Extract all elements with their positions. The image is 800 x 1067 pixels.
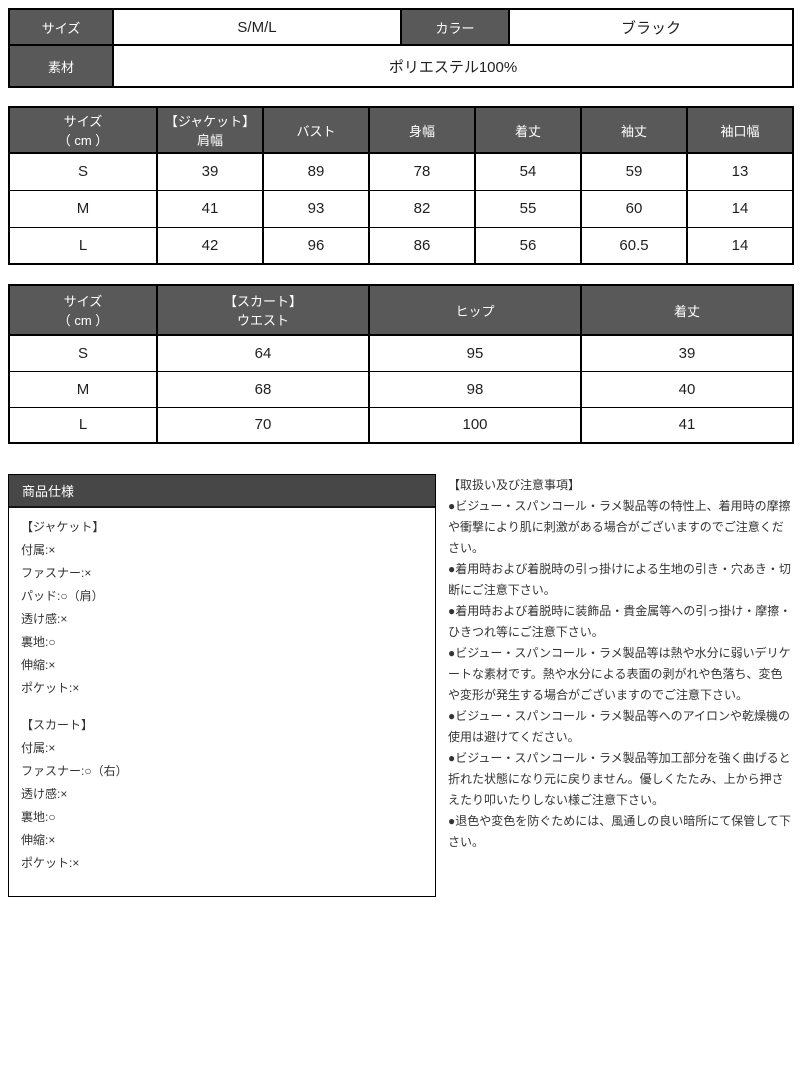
skirt-size-table: サイズ （ cm ） 【スカート】 ウエスト ヒップ 着丈 S 64 95 39… xyxy=(8,284,794,444)
value-cell: 60 xyxy=(580,189,688,228)
jacket-col-header-cuff: 袖口幅 xyxy=(686,106,794,154)
jacket-table-header-row: サイズ （ cm ） 【ジャケット】 肩幅 バスト 身幅 着丈 袖丈 袖口幅 xyxy=(8,106,794,154)
skirt-spec-item: 伸縮:× xyxy=(21,833,56,847)
value-cell: 54 xyxy=(474,152,582,191)
size-label-cell: サイズ xyxy=(8,8,114,46)
value-cell: 60.5 xyxy=(580,226,688,265)
value-cell: 39 xyxy=(580,334,794,372)
skirt-col-header-hip: ヒップ xyxy=(368,284,582,336)
jacket-row-l: L 42 96 86 56 60.5 14 xyxy=(8,226,794,265)
skirt-col-header-size: サイズ （ cm ） xyxy=(8,284,158,336)
product-spec-panel: 商品仕様 【ジャケット】 付属:× ファスナー:× パッド:○（肩） 透け感:×… xyxy=(8,474,436,897)
value-cell: 39 xyxy=(156,152,264,191)
handling-note-item: ●ビジュー・スパンコール・ラメ製品等加工部分を強く曲げると折れた状態になり元に戻… xyxy=(448,751,791,807)
handling-note-item: ●ビジュー・スパンコール・ラメ製品等は熱や水分に弱いデリケートな素材です。熱や水… xyxy=(448,646,791,702)
value-cell: 13 xyxy=(686,152,794,191)
product-spec-body: 【ジャケット】 付属:× ファスナー:× パッド:○（肩） 透け感:× 裏地:○… xyxy=(9,508,435,883)
jacket-row-s: S 39 89 78 54 59 13 xyxy=(8,152,794,191)
skirt-col-header-length: 着丈 xyxy=(580,284,794,336)
skirt-spec-item: 透け感:× xyxy=(21,787,68,801)
skirt-row-s: S 64 95 39 xyxy=(8,334,794,372)
skirt-spec-heading: 【スカート】 xyxy=(21,718,94,732)
skirt-spec-item: ポケット:× xyxy=(21,856,80,870)
value-cell: 41 xyxy=(580,406,794,444)
size-cell: S xyxy=(8,334,158,372)
value-cell: 14 xyxy=(686,226,794,265)
jacket-size-table: サイズ （ cm ） 【ジャケット】 肩幅 バスト 身幅 着丈 袖丈 袖口幅 S… xyxy=(8,106,794,265)
material-row: 素材 ポリエステル100% xyxy=(8,44,794,88)
value-cell: 59 xyxy=(580,152,688,191)
product-spec-title-bar: 商品仕様 xyxy=(9,475,435,508)
value-cell: 95 xyxy=(368,334,582,372)
skirt-table-header-row: サイズ （ cm ） 【スカート】 ウエスト ヒップ 着丈 xyxy=(8,284,794,336)
jacket-col-header-bust: バスト xyxy=(262,106,370,154)
value-cell: 96 xyxy=(262,226,370,265)
value-cell: 40 xyxy=(580,370,794,408)
jacket-col-header-size: サイズ （ cm ） xyxy=(8,106,158,154)
size-cell: M xyxy=(8,189,158,228)
handling-note-item: ●着用時および着脱時に装飾品・貴金属等への引っ掛け・摩擦・ひきつれ等にご注意下さ… xyxy=(448,604,792,639)
jacket-spec-item: 透け感:× xyxy=(21,612,68,626)
jacket-spec-item: パッド:○（肩） xyxy=(21,589,104,603)
value-cell: 86 xyxy=(368,226,476,265)
jacket-spec-item: 伸縮:× xyxy=(21,658,56,672)
value-cell: 55 xyxy=(474,189,582,228)
value-cell: 89 xyxy=(262,152,370,191)
color-value-cell: ブラック xyxy=(508,8,794,46)
jacket-col-header-sleeve: 袖丈 xyxy=(580,106,688,154)
value-cell: 70 xyxy=(156,406,370,444)
size-value-cell: S/M/L xyxy=(112,8,402,46)
skirt-spec-item: 裏地:○ xyxy=(21,810,56,824)
value-cell: 41 xyxy=(156,189,264,228)
size-cell: L xyxy=(8,226,158,265)
skirt-row-m: M 68 98 40 xyxy=(8,370,794,408)
handling-note-item: ●退色や変色を防ぐためには、風通しの良い暗所にて保管して下さい。 xyxy=(448,814,791,849)
value-cell: 64 xyxy=(156,334,370,372)
value-cell: 78 xyxy=(368,152,476,191)
value-cell: 98 xyxy=(368,370,582,408)
size-color-row: サイズ S/M/L カラー ブラック xyxy=(8,8,794,46)
handling-notes-column: 【取扱い及び注意事項】 ●ビジュー・スパンコール・ラメ製品等の特性上、着用時の摩… xyxy=(448,474,792,853)
jacket-row-m: M 41 93 82 55 60 14 xyxy=(8,189,794,228)
skirt-spec-item: ファスナー:○（右） xyxy=(21,764,128,778)
jacket-spec-item: ファスナー:× xyxy=(21,566,92,580)
jacket-spec-item: ポケット:× xyxy=(21,681,80,695)
handling-note-item: ●着用時および着脱時の引っ掛けによる生地の引き・穴あき・切断にご注意下さい。 xyxy=(448,562,791,597)
skirt-row-l: L 70 100 41 xyxy=(8,406,794,444)
size-cell: S xyxy=(8,152,158,191)
material-value-cell: ポリエステル100% xyxy=(112,44,794,88)
value-cell: 42 xyxy=(156,226,264,265)
color-label-cell: カラー xyxy=(400,8,510,46)
jacket-col-header-shoulder: 【ジャケット】 肩幅 xyxy=(156,106,264,154)
jacket-spec-heading: 【ジャケット】 xyxy=(21,520,105,534)
value-cell: 82 xyxy=(368,189,476,228)
size-cell: L xyxy=(8,406,158,444)
value-cell: 68 xyxy=(156,370,370,408)
handling-notes-title: 【取扱い及び注意事項】 xyxy=(448,478,581,492)
jacket-col-header-bodywidth: 身幅 xyxy=(368,106,476,154)
value-cell: 14 xyxy=(686,189,794,228)
handling-note-item: ●ビジュー・スパンコール・ラメ製品等へのアイロンや乾燥機の使用は避けてください。 xyxy=(448,709,791,744)
skirt-spec-item: 付属:× xyxy=(21,741,56,755)
jacket-col-header-length: 着丈 xyxy=(474,106,582,154)
jacket-spec-item: 付属:× xyxy=(21,543,56,557)
handling-note-item: ●ビジュー・スパンコール・ラメ製品等の特性上、着用時の摩擦や衝撃により肌に刺激が… xyxy=(448,499,791,555)
value-cell: 56 xyxy=(474,226,582,265)
value-cell: 93 xyxy=(262,189,370,228)
jacket-spec-item: 裏地:○ xyxy=(21,635,56,649)
product-spec-title: 商品仕様 xyxy=(22,484,75,499)
skirt-col-header-waist: 【スカート】 ウエスト xyxy=(156,284,370,336)
size-color-material-table: サイズ S/M/L カラー ブラック 素材 ポリエステル100% xyxy=(8,8,794,88)
material-label-cell: 素材 xyxy=(8,44,114,88)
value-cell: 100 xyxy=(368,406,582,444)
bottom-section: 商品仕様 【ジャケット】 付属:× ファスナー:× パッド:○（肩） 透け感:×… xyxy=(8,474,792,897)
size-cell: M xyxy=(8,370,158,408)
